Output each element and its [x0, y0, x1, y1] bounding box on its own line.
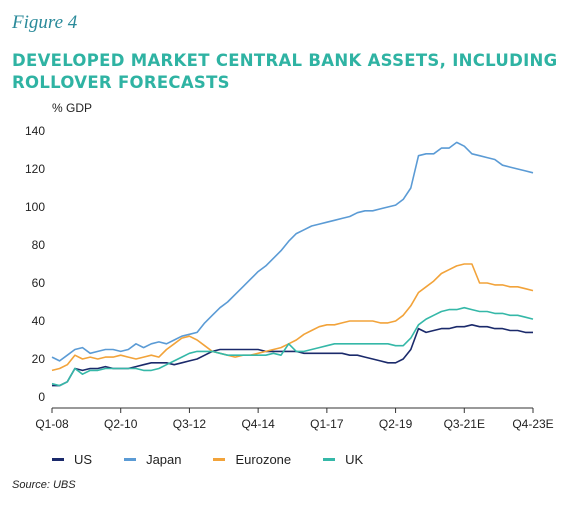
- y-tick-label: 20: [32, 352, 46, 366]
- y-tick-label: 40: [32, 314, 46, 328]
- y-tick-label: 120: [25, 162, 45, 176]
- series-line-japan: [51, 141, 534, 362]
- y-tick-label: 80: [32, 238, 46, 252]
- figure-label: Figure 4: [12, 12, 78, 33]
- x-tick-label: Q2-10: [104, 417, 138, 431]
- y-tick-label: 140: [25, 124, 45, 138]
- x-tick-label: Q4-23E: [512, 417, 553, 431]
- legend-swatch: [52, 457, 64, 461]
- legend-label: UK: [345, 451, 364, 467]
- legend-label: US: [74, 451, 93, 467]
- source-note: Source: UBS: [12, 479, 76, 491]
- x-tick-label: Q3-12: [173, 417, 207, 431]
- legend-label: Eurozone: [235, 451, 292, 467]
- x-tick-label: Q4-14: [241, 417, 275, 431]
- y-tick-label: 100: [25, 200, 45, 214]
- legend-swatch: [323, 457, 336, 461]
- legend-swatch: [124, 457, 137, 461]
- x-tick-label: Q3-21E: [444, 417, 485, 431]
- legend-item-eurozone: Eurozone: [213, 452, 291, 467]
- series-line-uk: [51, 306, 534, 387]
- legend-swatch: [213, 457, 226, 461]
- legend-item-japan: Japan: [124, 452, 181, 467]
- legend-item-us: US: [52, 452, 92, 467]
- y-tick-label: 0: [38, 390, 45, 404]
- legend-label: Japan: [146, 451, 182, 467]
- x-tick-label: Q2-19: [379, 417, 413, 431]
- y-tick-label: 60: [32, 276, 46, 290]
- x-tick-label: Q1-17: [310, 417, 344, 431]
- chart-title: DEVELOPED MARKET CENTRAL BANK ASSETS, IN…: [12, 51, 558, 92]
- series-line-us: [52, 323, 533, 387]
- series-line-eurozone: [51, 263, 534, 372]
- legend: US Japan Eurozone UK: [52, 450, 395, 468]
- legend-item-uk: UK: [323, 452, 363, 467]
- x-tick-label: Q1-08: [35, 417, 69, 431]
- y-axis-label: % GDP: [52, 101, 92, 115]
